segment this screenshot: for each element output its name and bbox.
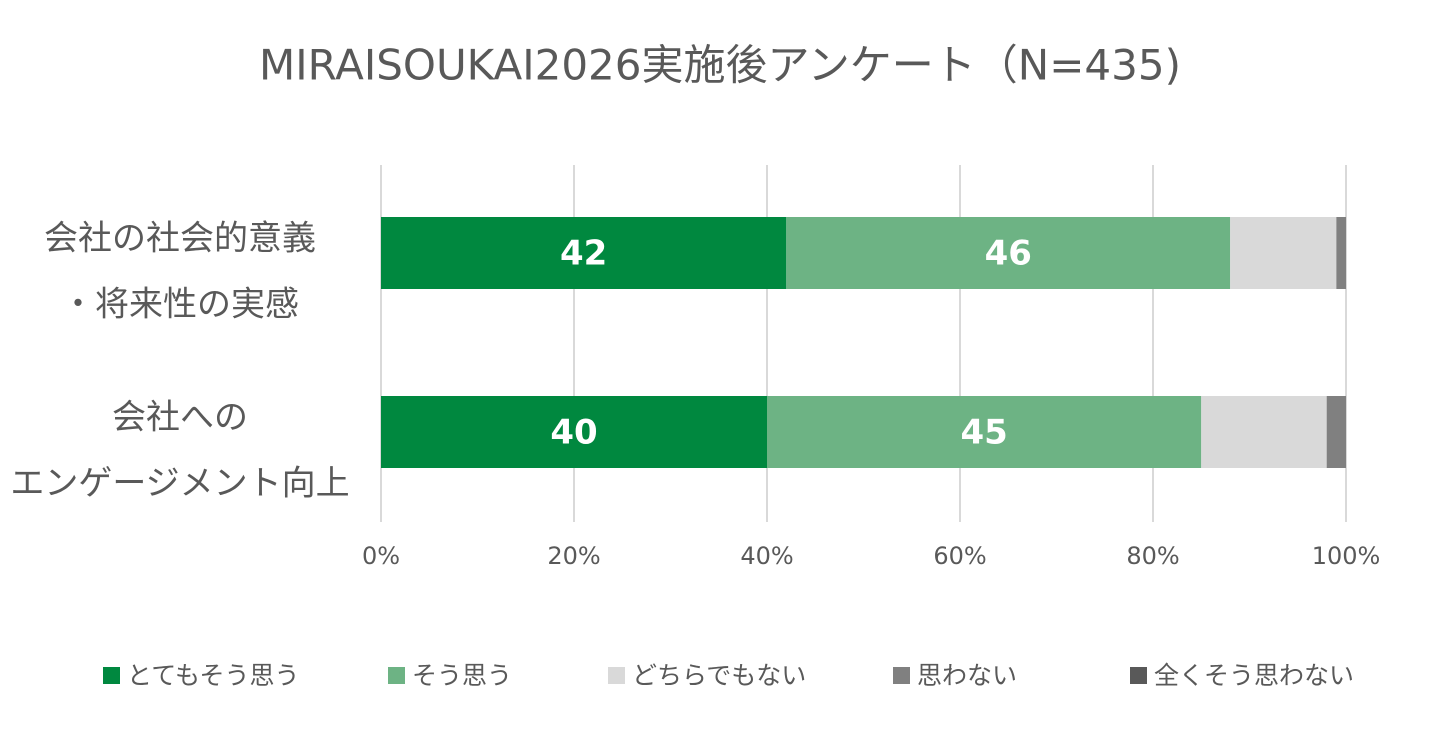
bar-segment — [786, 217, 1231, 289]
bar-segment — [1336, 217, 1346, 289]
legend-label: 思わない — [917, 661, 1017, 690]
category-label: 会社の社会的意義 — [44, 219, 316, 259]
bar-segment — [381, 396, 767, 468]
legend-swatch — [103, 667, 120, 684]
legend-swatch — [893, 667, 910, 684]
data-label: 40 — [550, 413, 597, 453]
bar-segment — [1326, 396, 1346, 468]
bar-segment — [1230, 217, 1337, 289]
x-tick-label: 100% — [1312, 542, 1381, 570]
bar-segment — [1201, 396, 1327, 468]
x-tick-label: 40% — [740, 542, 793, 570]
data-label: 45 — [960, 413, 1007, 453]
bar-segment — [381, 217, 787, 289]
data-label: 46 — [985, 234, 1032, 274]
x-tick-label: 80% — [1126, 542, 1179, 570]
legend-swatch — [1130, 667, 1147, 684]
legend-swatch — [608, 667, 625, 684]
legend-label: とてもそう思う — [127, 661, 300, 690]
chart-title: MIRAISOUKAI2026実施後アンケート（N=435) — [259, 41, 1181, 90]
category-label: ・将来性の実感 — [61, 285, 299, 325]
x-tick-label: 20% — [547, 542, 600, 570]
category-label: エンゲージメント向上 — [10, 464, 349, 504]
data-label: 42 — [560, 234, 607, 274]
x-tick-label: 60% — [933, 542, 986, 570]
x-tick-label: 0% — [362, 542, 400, 570]
legend-label: どちらでもない — [632, 661, 806, 690]
legend-swatch — [388, 667, 405, 684]
category-label: 会社への — [112, 398, 248, 438]
legend-label: 全くそう思わない — [1154, 661, 1354, 690]
bar-segment — [767, 396, 1202, 468]
legend-label: そう思う — [412, 661, 512, 690]
